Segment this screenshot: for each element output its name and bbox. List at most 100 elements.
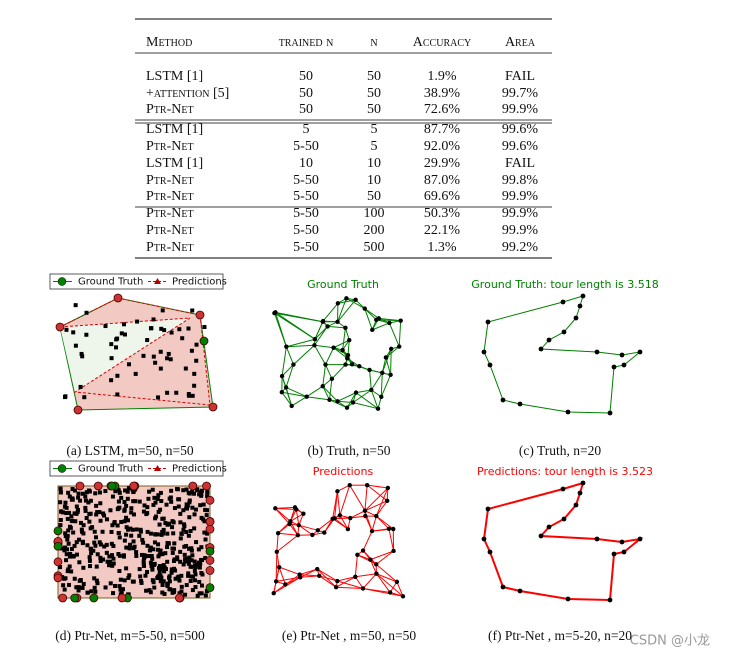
edge xyxy=(362,530,373,551)
point xyxy=(203,593,208,598)
node xyxy=(345,356,350,361)
point xyxy=(165,545,170,550)
point xyxy=(114,337,119,342)
node xyxy=(374,562,379,567)
point xyxy=(194,342,199,347)
point xyxy=(58,490,63,495)
point xyxy=(186,326,191,331)
point xyxy=(103,324,108,329)
table-cell: 99.7% xyxy=(502,86,539,101)
point xyxy=(66,541,71,546)
point xyxy=(126,575,131,580)
point xyxy=(110,494,115,499)
point xyxy=(122,322,127,327)
point xyxy=(172,541,177,546)
point xyxy=(67,494,72,499)
point xyxy=(91,548,96,553)
point xyxy=(169,567,174,572)
edge xyxy=(314,344,334,349)
node xyxy=(273,506,278,511)
edge xyxy=(350,510,366,519)
table-cell: 10 xyxy=(367,173,381,188)
node xyxy=(348,515,353,521)
node xyxy=(335,301,341,306)
point xyxy=(61,510,66,515)
point xyxy=(63,531,68,536)
table-cell: Ptr-Net xyxy=(146,223,194,238)
point xyxy=(175,555,180,560)
point xyxy=(65,516,70,521)
edge xyxy=(325,364,333,379)
point xyxy=(171,546,176,551)
point xyxy=(83,494,88,499)
table-header: Method xyxy=(146,35,192,50)
point xyxy=(153,500,158,505)
legend-box xyxy=(49,273,224,290)
edge xyxy=(362,573,377,589)
point xyxy=(134,527,139,532)
point xyxy=(81,582,86,587)
edge xyxy=(273,312,287,347)
point xyxy=(151,354,156,359)
point xyxy=(125,518,130,523)
point xyxy=(151,502,156,507)
point xyxy=(98,557,103,562)
table-cell: 50 xyxy=(367,189,381,204)
point xyxy=(194,563,199,568)
node xyxy=(385,485,391,491)
edge xyxy=(376,573,398,583)
vertex xyxy=(53,573,63,583)
point xyxy=(63,394,68,399)
point xyxy=(115,523,120,528)
point xyxy=(183,592,188,597)
edge xyxy=(274,312,316,340)
node xyxy=(387,590,393,595)
plot-title: Predictions xyxy=(313,465,374,478)
city xyxy=(487,549,493,555)
edge xyxy=(333,339,350,349)
point xyxy=(113,583,118,588)
point xyxy=(157,573,162,578)
edge xyxy=(298,524,318,531)
edge xyxy=(372,322,390,331)
city xyxy=(538,533,544,539)
city xyxy=(485,506,491,512)
point xyxy=(100,529,105,534)
city xyxy=(485,319,491,325)
point xyxy=(156,566,161,571)
edge xyxy=(276,576,301,582)
vertex xyxy=(205,583,215,593)
node xyxy=(375,406,381,411)
edge xyxy=(279,566,300,576)
point xyxy=(130,579,135,584)
edge xyxy=(332,491,338,519)
table-cell: 5-50 xyxy=(293,139,319,154)
point xyxy=(138,529,143,534)
edge xyxy=(354,576,364,589)
edge xyxy=(349,484,366,511)
point xyxy=(87,558,92,563)
table-cell: LSTM [1] xyxy=(146,122,203,137)
point xyxy=(171,531,176,536)
point xyxy=(197,562,202,567)
table-cell: 72.6% xyxy=(424,102,461,117)
edge xyxy=(274,312,323,323)
point xyxy=(192,383,197,388)
point xyxy=(159,575,164,580)
point xyxy=(108,581,113,586)
point xyxy=(202,519,207,524)
point xyxy=(153,360,158,365)
point xyxy=(133,499,138,504)
point xyxy=(127,546,132,551)
point xyxy=(146,496,151,501)
point xyxy=(129,506,134,511)
city xyxy=(500,397,506,403)
vertex xyxy=(93,481,103,491)
point xyxy=(69,518,74,523)
point xyxy=(160,552,165,557)
point xyxy=(141,561,146,566)
point xyxy=(169,570,174,575)
city xyxy=(546,337,552,343)
node xyxy=(370,327,375,333)
city xyxy=(560,486,566,492)
